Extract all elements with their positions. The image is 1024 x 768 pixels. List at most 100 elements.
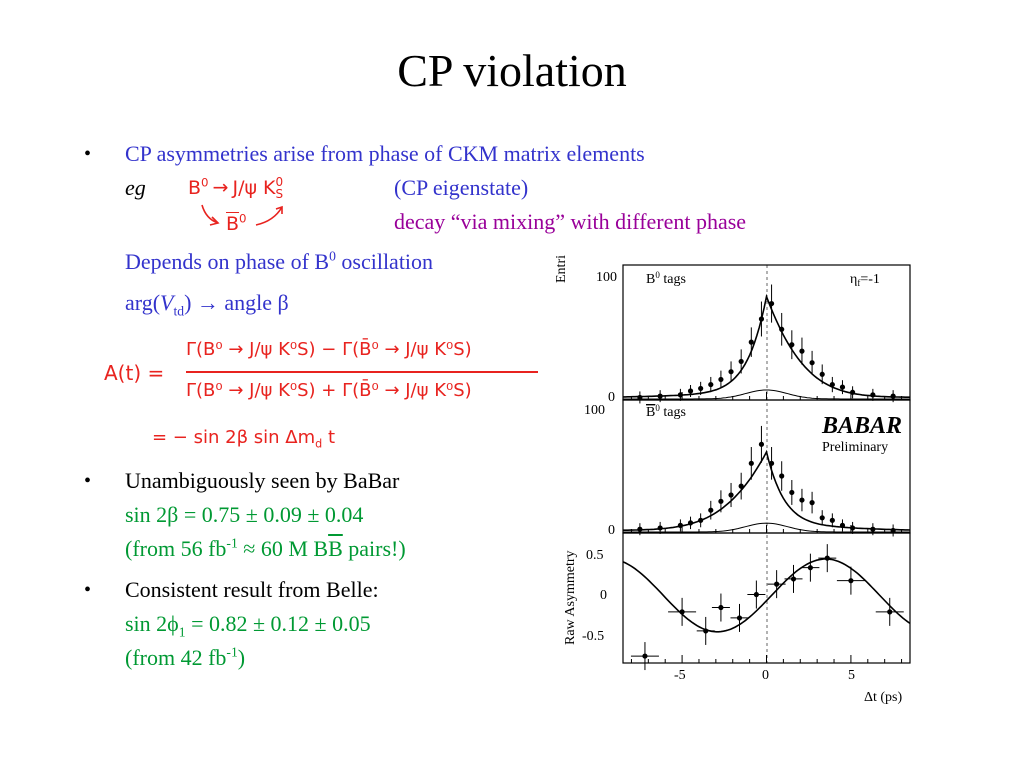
data-point xyxy=(819,515,825,521)
data-point xyxy=(698,385,704,392)
background-curve xyxy=(623,522,910,533)
data-point xyxy=(748,339,754,345)
babar-result: sin 2β = 0.75 ± 0.09 ± 0.04 xyxy=(125,502,364,527)
panel-1-ytick-100: 100 xyxy=(596,270,617,285)
arg-line: arg(Vtd) → angle β xyxy=(125,290,289,319)
mixing-arrows xyxy=(201,204,283,226)
babar-luminosity: (from 56 fb-1 ≈ 60 M BB pairs!) xyxy=(125,535,406,561)
panel-1-ylabel: Entries / 0.6 ps xyxy=(554,255,569,283)
panel-3-plot xyxy=(622,544,911,671)
data-point xyxy=(657,393,663,399)
data-point xyxy=(779,473,785,479)
data-point xyxy=(728,369,734,375)
mixing-note: decay “via mixing” with different phase xyxy=(394,209,747,234)
data-point xyxy=(789,342,795,348)
data-point xyxy=(718,498,724,504)
panel-2-ytick-0: 0 xyxy=(608,523,615,538)
data-point xyxy=(829,517,835,523)
data-point xyxy=(758,441,765,447)
data-point xyxy=(890,527,896,534)
data-point xyxy=(774,581,780,587)
data-point xyxy=(819,371,825,377)
panel-2-tag-label: B0 tags xyxy=(646,403,686,420)
data-point xyxy=(790,576,797,582)
decay-arrow: → xyxy=(212,176,229,199)
data-point xyxy=(839,522,846,528)
babar-preliminary: Preliminary xyxy=(822,440,888,455)
eg-label: eg xyxy=(125,175,146,200)
babar-figure: Entries / 0.6 ps 100 0 B0 tags ηf=-1 100… xyxy=(554,255,911,705)
decay-b0: B0 xyxy=(188,175,209,199)
data-point xyxy=(870,392,876,398)
data-point xyxy=(708,507,714,513)
data-point xyxy=(768,460,775,466)
data-point xyxy=(736,615,743,621)
bullet-1-text: CP asymmetries arise from phase of CKM m… xyxy=(125,141,645,166)
data-point xyxy=(789,489,795,496)
x-tick-0: 0 xyxy=(762,668,769,683)
data-point xyxy=(758,316,765,322)
data-point xyxy=(703,628,709,634)
axis-ticks xyxy=(630,392,903,663)
data-point xyxy=(637,526,643,532)
data-point xyxy=(779,326,785,332)
data-point xyxy=(870,526,876,532)
data-point xyxy=(809,360,815,366)
fraction-bar xyxy=(186,371,538,373)
data-point xyxy=(848,578,854,584)
data-point xyxy=(799,497,805,503)
data-point xyxy=(748,460,754,466)
belle-line: Consistent result from Belle: xyxy=(125,577,379,602)
data-point xyxy=(753,591,759,598)
babar-logo: BABAR xyxy=(821,413,902,439)
data-point xyxy=(718,376,724,383)
fit-curve xyxy=(622,558,911,633)
data-point xyxy=(698,517,704,523)
panel-1-plot xyxy=(623,284,910,404)
fit-curve xyxy=(623,449,911,531)
panel-3-ytick-0.5: 0.5 xyxy=(586,548,604,563)
formula-lhs: A(t) = xyxy=(104,361,165,385)
belle-result: sin 2ϕ1 = 0.82 ± 0.12 ± 0.05 xyxy=(125,611,371,640)
data-point xyxy=(738,483,744,489)
data-point xyxy=(824,555,830,561)
babar-line: Unambiguously seen by BaBar xyxy=(125,468,400,493)
fit-curve xyxy=(623,293,910,398)
panel-2-ytick-100: 100 xyxy=(584,403,605,418)
data-point xyxy=(687,388,694,394)
x-tick-5: 5 xyxy=(848,668,855,683)
formula-second-line: = − sin 2β sin Δmd t xyxy=(152,427,336,451)
background-curve xyxy=(623,389,910,400)
bullet-marker: • xyxy=(84,579,92,601)
data-point xyxy=(829,381,835,388)
data-point xyxy=(642,653,648,659)
data-point xyxy=(679,609,685,615)
data-point xyxy=(809,500,815,506)
formula-numerator: Γ(B⁰ → J/ψ K⁰S) − Γ(B̄⁰ → J/ψ K⁰S) xyxy=(186,339,472,360)
cp-eigenstate-note: (CP eigenstate) xyxy=(394,175,529,200)
data-point xyxy=(637,394,643,401)
panel-3-ylabel: Raw Asymmetry xyxy=(563,551,578,646)
panel-1-tag-label: B0 tags xyxy=(646,270,686,287)
data-point xyxy=(799,348,805,354)
data-point xyxy=(768,300,775,307)
panel-3-ytick-neg0.5: -0.5 xyxy=(582,629,604,644)
panel-3-ytick-0: 0 xyxy=(600,588,607,603)
data-point xyxy=(728,492,734,498)
panel-1-eta-label: ηf=-1 xyxy=(850,272,880,288)
panel-2-plot xyxy=(623,425,911,537)
data-point xyxy=(890,393,896,399)
data-point xyxy=(807,565,813,571)
x-axis-label: Δt (ps) xyxy=(864,690,903,705)
bullet-marker: • xyxy=(84,143,92,165)
belle-luminosity: (from 42 fb-1) xyxy=(125,644,246,670)
data-point xyxy=(738,358,744,365)
data-point xyxy=(657,525,663,531)
data-point xyxy=(708,381,714,388)
bullet-marker: • xyxy=(84,470,92,492)
panel-1-ytick-0: 0 xyxy=(608,390,615,405)
x-tick-neg5: -5 xyxy=(674,668,686,683)
decay-b0bar: B0 xyxy=(226,211,247,235)
